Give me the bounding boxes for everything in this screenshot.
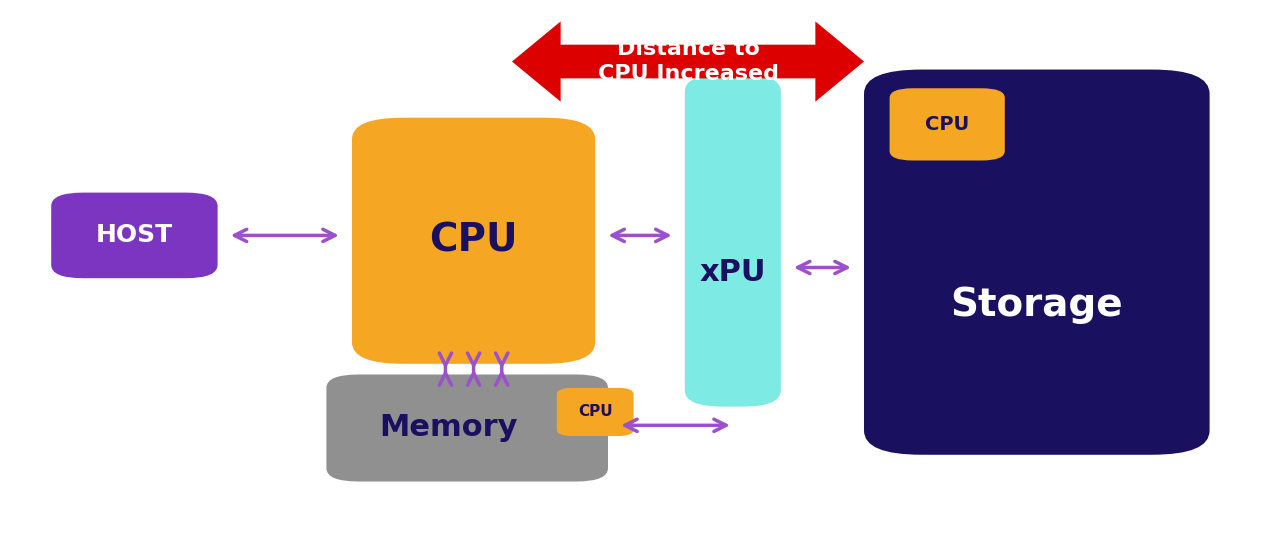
FancyBboxPatch shape	[352, 118, 595, 364]
FancyBboxPatch shape	[864, 70, 1210, 455]
Text: Memory: Memory	[379, 414, 517, 442]
Polygon shape	[512, 21, 864, 102]
Text: Storage: Storage	[951, 286, 1123, 324]
Text: CPU: CPU	[577, 404, 613, 419]
FancyBboxPatch shape	[890, 88, 1005, 160]
Text: CPU: CPU	[429, 221, 518, 260]
FancyBboxPatch shape	[557, 388, 634, 436]
Text: CPU: CPU	[925, 115, 969, 134]
FancyBboxPatch shape	[685, 75, 781, 407]
FancyBboxPatch shape	[326, 374, 608, 482]
FancyBboxPatch shape	[51, 193, 218, 278]
Text: HOST: HOST	[96, 224, 173, 247]
Text: Distance to
CPU Increased: Distance to CPU Increased	[598, 39, 778, 84]
Text: xPU: xPU	[700, 258, 765, 287]
